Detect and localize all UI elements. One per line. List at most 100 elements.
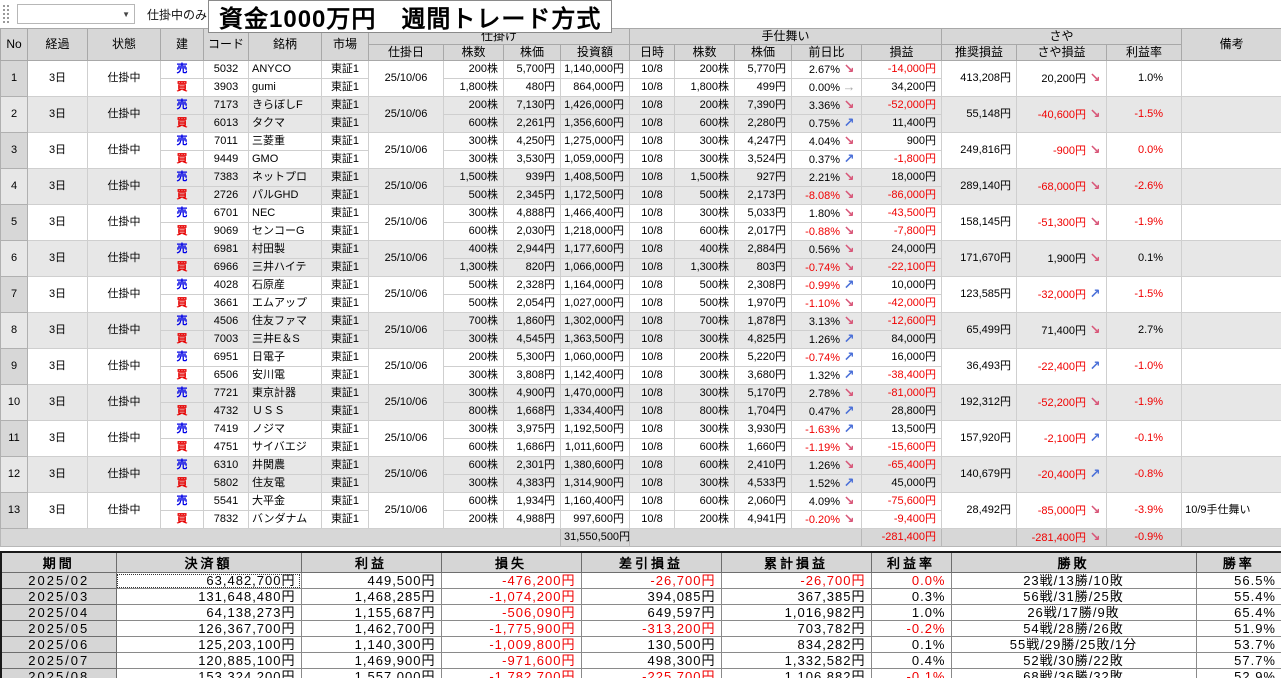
cell-saya-pl[interactable]: -2,100円 ↗ [1016,420,1108,457]
cell-status[interactable]: 仕掛中 [87,240,161,277]
cell-entry-price[interactable]: 2,345円 [503,186,561,205]
cell-investment[interactable]: 1,356,600円 [559,114,631,133]
cell-investment[interactable]: 1,302,000円 [559,312,631,331]
cell-win-rate[interactable]: 65.4% [1195,604,1281,621]
cell-side-sell[interactable]: 売 [160,204,204,223]
cell-status[interactable]: 仕掛中 [87,492,161,529]
cell-day-change[interactable]: 4.09% ↘ [791,492,863,511]
cell-entry-shares[interactable]: 600株 [443,456,504,475]
cell-exit-date[interactable]: 10/8 [629,240,676,259]
cell-net[interactable]: 498,300円 [580,652,722,669]
position-row-buy-leg[interactable]: 買 3661 エムアップ 東証1 500株 2,054円 1,027,000円 … [1,294,1281,313]
cell-suggested-pl[interactable]: 28,492円 [941,492,1018,529]
cell-period[interactable]: 2025/07 [0,652,117,669]
cell-side-buy[interactable]: 買 [160,186,204,205]
cell-entry-shares[interactable]: 300株 [443,330,504,349]
cell-elapsed[interactable]: 3日 [27,348,88,385]
cell-stock-name[interactable]: エムアップ [248,294,322,313]
cell-cumulative[interactable]: 1,106,882円 [720,668,872,678]
cell-day-change[interactable]: 0.00% → [791,78,863,97]
cell-entry-date[interactable]: 25/10/06 [368,348,444,385]
cell-stock-name[interactable]: NEC [248,204,322,223]
cell-exit-shares[interactable]: 1,800株 [674,78,736,97]
cell-entry-price[interactable]: 1,686円 [503,438,561,457]
cell-side-sell[interactable]: 売 [160,348,204,367]
cell-entry-shares[interactable]: 200株 [443,348,504,367]
cell-settlement[interactable]: 153,324,200円 [115,668,302,678]
cell-net[interactable]: 130,500円 [580,636,722,653]
cell-profit[interactable]: 1,469,900円 [300,652,442,669]
cell-entry-shares[interactable]: 1,300株 [443,258,504,277]
cell-market[interactable]: 東証1 [321,150,369,169]
cell-code[interactable]: 6310 [203,456,249,475]
cell-no[interactable]: 13 [0,492,28,529]
cell-exit-date[interactable]: 10/8 [629,438,676,457]
cell-market[interactable]: 東証1 [321,114,369,133]
position-row[interactable]: 5 3日 仕掛中 売 6701 NEC 東証1 25/10/06 300株 4,… [0,204,1281,241]
cell-exit-date[interactable]: 10/8 [629,384,676,403]
cell-saya-pl[interactable]: -85,000円 ↘ [1016,492,1108,529]
cell-elapsed[interactable]: 3日 [27,312,88,349]
cell-investment[interactable]: 1,380,600円 [559,456,631,475]
cell-exit-date[interactable]: 10/8 [629,510,676,529]
cell-code[interactable]: 6981 [203,240,249,259]
cell-rate[interactable]: -0.2% [870,620,952,637]
cell-elapsed[interactable]: 3日 [27,96,88,133]
cell-exit-price[interactable]: 3,680円 [734,366,793,385]
cell-investment[interactable]: 1,164,000円 [559,276,631,295]
cell-code[interactable]: 3903 [203,78,249,97]
cell-stock-name[interactable]: GMO [248,150,322,169]
cell-investment[interactable]: 1,172,500円 [559,186,631,205]
cell-day-change[interactable]: -1.10% ↘ [791,294,863,313]
cell-exit-shares[interactable]: 600株 [674,222,736,241]
cell-rate[interactable]: 0.1% [870,636,952,653]
cell-exit-date[interactable]: 10/8 [629,150,676,169]
cell-stock-name[interactable]: 住友ファマ [248,312,322,331]
cell-entry-shares[interactable]: 500株 [443,294,504,313]
cell-stock-name[interactable]: バンダナム [248,510,322,529]
cell-exit-shares[interactable]: 1,300株 [674,258,736,277]
cell-side-buy[interactable]: 買 [160,330,204,349]
cell-side-sell[interactable]: 売 [160,312,204,331]
cell-loss[interactable]: -506,090円 [440,604,582,621]
cell-entry-shares[interactable]: 600株 [443,222,504,241]
cell-investment[interactable]: 864,000円 [559,78,631,97]
cell-day-change[interactable]: 0.75% ↗ [791,114,863,133]
cell-exit-date[interactable]: 10/8 [629,60,676,79]
cell-pl[interactable]: 28,800円 [861,402,943,421]
cell-pl[interactable]: -75,600円 [861,492,943,511]
cell-entry-price[interactable]: 2,030円 [503,222,561,241]
cell-rate[interactable]: 1.0% [870,604,952,621]
cell-entry-price[interactable]: 939円 [503,168,561,187]
cell-exit-date[interactable]: 10/8 [629,330,676,349]
cell-exit-price[interactable]: 2,017円 [734,222,793,241]
cell-record[interactable]: 54戦/28勝/26敗 [950,620,1197,637]
cell-pl[interactable]: 900円 [861,132,943,151]
cell-exit-shares[interactable]: 300株 [674,384,736,403]
cell-note[interactable] [1181,312,1281,349]
cell-pl[interactable]: -65,400円 [861,456,943,475]
cell-net[interactable]: 394,085円 [580,588,722,605]
cell-side-buy[interactable]: 買 [160,474,204,493]
cell-exit-shares[interactable]: 600株 [674,114,736,133]
cell-exit-shares[interactable]: 600株 [674,456,736,475]
cell-stock-name[interactable]: gumi [248,78,322,97]
cell-exit-date[interactable]: 10/8 [629,366,676,385]
position-row[interactable]: 8 3日 仕掛中 売 4506 住友ファマ 東証1 25/10/06 700株 … [0,312,1281,349]
cell-stock-name[interactable]: 東京計器 [248,384,322,403]
cell-status[interactable]: 仕掛中 [87,132,161,169]
cell-pl[interactable]: 34,200円 [861,78,943,97]
cell-saya-pl[interactable]: 20,200円 ↘ [1016,60,1108,97]
cell-code[interactable]: 6951 [203,348,249,367]
cell-status[interactable]: 仕掛中 [87,60,161,97]
position-row[interactable]: 12 3日 仕掛中 売 6310 井関農 東証1 25/10/06 600株 2… [0,456,1281,493]
cell-loss[interactable]: -1,074,200円 [440,588,582,605]
cell-pl[interactable]: 16,000円 [861,348,943,367]
cell-suggested-pl[interactable]: 249,816円 [941,132,1018,169]
cell-market[interactable]: 東証1 [321,276,369,295]
cell-market[interactable]: 東証1 [321,492,369,511]
position-row[interactable]: 1 3日 仕掛中 売 5032 ANYCO 東証1 25/10/06 200株 … [0,60,1281,97]
cell-investment[interactable]: 1,218,000円 [559,222,631,241]
cell-settlement[interactable]: 63,482,700円 [115,572,302,589]
cell-side-sell[interactable]: 売 [160,96,204,115]
